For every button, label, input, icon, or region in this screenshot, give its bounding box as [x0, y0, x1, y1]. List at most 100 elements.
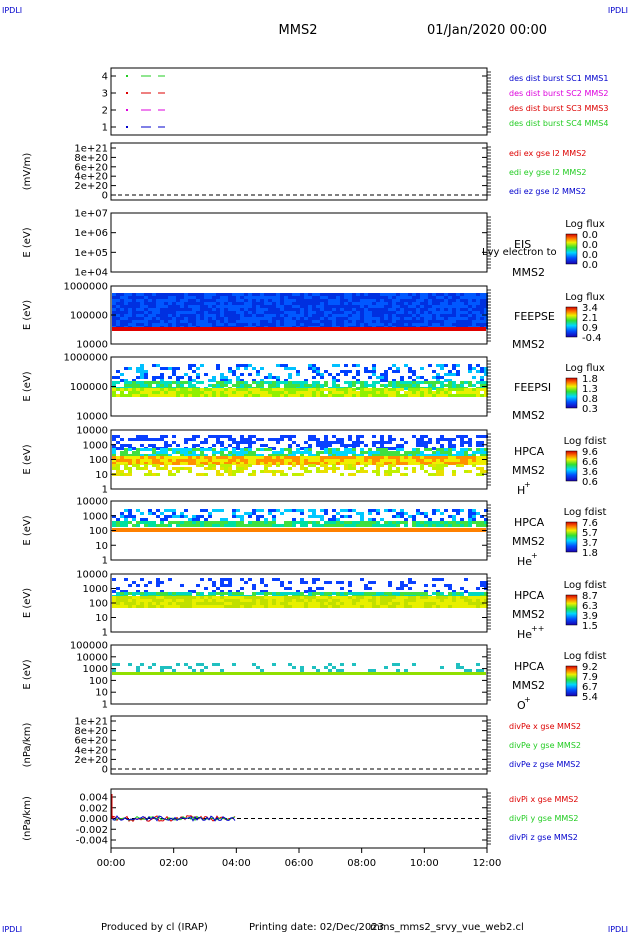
spectrogram-cell [196, 391, 200, 394]
spectrogram-cell [324, 509, 328, 512]
spectrogram-cell [424, 388, 428, 391]
spectrogram-cell [260, 317, 264, 320]
spectrogram-cell [456, 302, 460, 305]
spectrogram-cell [340, 388, 344, 391]
spectrogram-cell [440, 602, 444, 605]
spectrogram-cell [228, 317, 232, 320]
spectrogram-cell [428, 314, 432, 317]
spectrogram-cell [400, 473, 404, 476]
spectrogram-cell [332, 311, 336, 314]
spectrogram-cell [424, 512, 428, 515]
spectrogram-cell [148, 599, 152, 602]
spectrogram-cell [312, 454, 316, 457]
spectrogram-cell [464, 388, 468, 391]
y-tick-label: 3 [102, 89, 108, 100]
spectrogram-cell [448, 388, 452, 391]
spectrogram-cell [132, 317, 136, 320]
spectrogram-cell [196, 394, 200, 397]
spectrogram-cell [252, 509, 256, 512]
spectrogram-cell [344, 394, 348, 397]
spectrogram-cell [148, 581, 152, 584]
spectrogram-cell [152, 663, 156, 666]
spectrogram-cell [332, 592, 336, 595]
y-tick-label: 0.004 [79, 793, 108, 804]
spectrogram-cell [260, 581, 264, 584]
spectrogram-cell [456, 364, 460, 367]
spectrogram-cell [248, 521, 252, 524]
spectrogram-cell [328, 391, 332, 394]
spectrogram-cell [172, 459, 176, 462]
y-tick-label: 10000 [76, 570, 108, 581]
spectrogram-cell [324, 296, 328, 299]
spectrogram-cell [144, 462, 148, 465]
spectrogram-cell [156, 296, 160, 299]
spectrogram-cell [372, 314, 376, 317]
spectrogram-cell [436, 456, 440, 459]
spectrogram-cell [288, 394, 292, 397]
spectrogram-cell [424, 323, 428, 326]
spectrogram-cell [456, 391, 460, 394]
spectrogram-cell [300, 464, 304, 467]
spectrogram-cell [176, 592, 180, 595]
spectrogram-cell [224, 302, 228, 305]
spectrogram-cell [404, 602, 408, 605]
spectrogram-cell [244, 305, 248, 308]
spectrogram-cell [440, 666, 444, 669]
spectrogram-cell [304, 599, 308, 602]
spectrogram-cell [356, 462, 360, 465]
spectrogram-cell [324, 308, 328, 311]
species-charge: + [531, 551, 538, 560]
figure-title: MMS2 [279, 23, 318, 38]
spectrogram-cell [304, 323, 308, 326]
spectrogram-cell [432, 317, 436, 320]
spectrogram-cell [120, 454, 124, 457]
spectrogram-cell [356, 456, 360, 459]
spectrogram-cell [380, 305, 384, 308]
spectrogram-cell [268, 314, 272, 317]
spectrogram-cell [224, 467, 228, 470]
spectrogram-cell [368, 314, 372, 317]
spectrogram-cell [288, 314, 292, 317]
spectrogram-cell [120, 317, 124, 320]
spectrogram-cell [404, 323, 408, 326]
spectrogram-cell [340, 521, 344, 524]
spectrogram-cell [340, 308, 344, 311]
spectrogram-cell [116, 441, 120, 444]
spectrogram-cell [352, 444, 356, 447]
spectrogram-cell [436, 467, 440, 470]
spectrogram-cell [240, 596, 244, 599]
spectrogram-cell [188, 308, 192, 311]
spectrogram-cell [320, 509, 324, 512]
spectrogram-cell [392, 521, 396, 524]
spectrogram-cell [232, 320, 236, 323]
spectrogram-cell [252, 311, 256, 314]
spectrogram-cell [216, 462, 220, 465]
spectrogram-cell [428, 394, 432, 397]
spectrogram-cell [240, 448, 244, 451]
spectrogram-cell [432, 384, 436, 387]
spectrogram-cell [260, 314, 264, 317]
spectrogram-cell [136, 438, 140, 441]
spectrogram-cell [412, 456, 416, 459]
spectrogram-cell [224, 524, 228, 527]
spectrogram-cell [484, 599, 488, 602]
spectrogram-cell [252, 388, 256, 391]
spectrogram-cell [364, 317, 368, 320]
spectrogram-cell [236, 441, 240, 444]
spectrogram-cell [180, 394, 184, 397]
spectrogram-cell [164, 596, 168, 599]
spectrogram-cell [184, 373, 188, 376]
spectrogram-cell [412, 308, 416, 311]
spectrogram-cell [404, 384, 408, 387]
spectrogram-cell [340, 459, 344, 462]
spectrogram-cell [184, 381, 188, 384]
spectrogram-cell [276, 441, 280, 444]
spectrogram-cell [452, 515, 456, 518]
spectrogram-cell [232, 314, 236, 317]
spectrogram-cell [144, 521, 148, 524]
spectrogram-cell [236, 515, 240, 518]
spectrogram-cell [252, 584, 256, 587]
spectrogram-cell [440, 367, 444, 370]
spectrogram-cell [204, 299, 208, 302]
